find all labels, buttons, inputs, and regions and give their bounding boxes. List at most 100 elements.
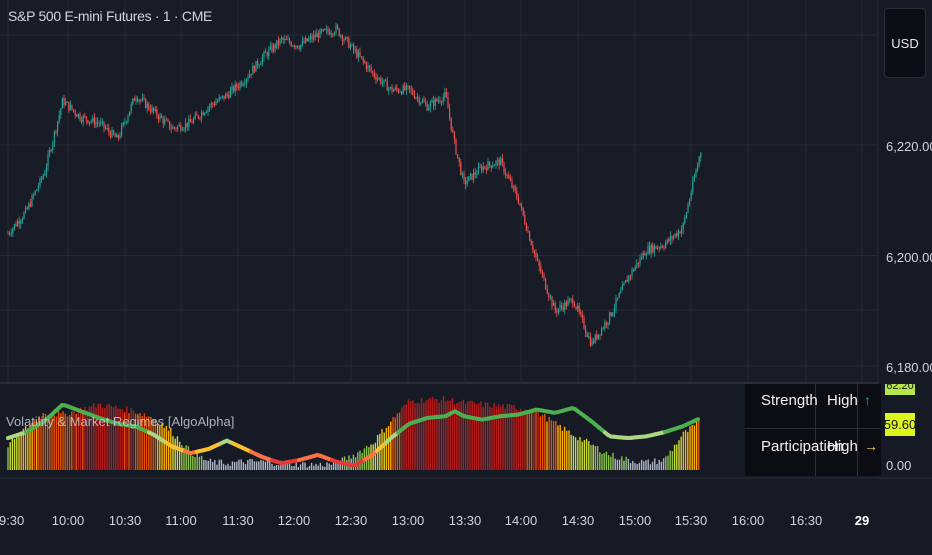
candle-body [599, 334, 600, 335]
candle-body [388, 88, 389, 91]
candle-body [355, 50, 356, 51]
candle-body [591, 341, 592, 346]
volatility-bar [326, 462, 327, 470]
time-tick-label: 16:30 [790, 513, 823, 528]
candle-body [65, 102, 66, 105]
candle-body [470, 174, 471, 176]
candle-body [551, 297, 552, 306]
candle-body [596, 335, 597, 339]
volatility-bar [551, 420, 552, 470]
candle-body [548, 293, 549, 297]
volatility-bar [678, 440, 679, 470]
time-tick-label: 11:00 [165, 513, 197, 528]
volatility-bar [648, 459, 649, 470]
volatility-bar [179, 442, 180, 470]
candle-body [524, 215, 525, 224]
volatility-bar [696, 422, 697, 470]
candle-body [92, 117, 93, 121]
candle-body [523, 208, 524, 215]
candle-body [235, 84, 236, 91]
volatility-bar [168, 430, 169, 470]
candle-body [491, 165, 492, 168]
volatility-bar [632, 461, 633, 470]
candle-body [281, 38, 282, 39]
volatility-bar [414, 403, 415, 470]
candle-body [497, 160, 498, 162]
candle-body [655, 246, 656, 249]
candle-body [190, 119, 191, 122]
volatility-bar [650, 464, 651, 470]
candle-body [263, 52, 264, 57]
candle-body [278, 40, 279, 44]
symbol-title[interactable]: S&P 500 E-mini Futures · 1 · CME [8, 8, 212, 24]
candle-body [363, 58, 364, 61]
indicator-value-badge-top: 62.20 [885, 384, 915, 395]
volatility-bar [599, 452, 600, 470]
volatility-bar [588, 441, 589, 470]
candle-body [43, 176, 44, 179]
regime-name: Strength [761, 392, 818, 409]
candle-body [611, 312, 612, 316]
candle-body [169, 121, 170, 128]
indicator-title[interactable]: Volatility & Market Regimes [AlgoAlpha] [6, 414, 234, 429]
candle-body [681, 230, 682, 234]
candle-body [9, 233, 10, 234]
volatility-bar [309, 466, 310, 470]
candle-body [521, 205, 522, 207]
candle-body [199, 118, 200, 119]
time-tick-label: 10:00 [52, 513, 85, 528]
volatility-bar [469, 401, 470, 470]
volatility-bar [619, 460, 620, 470]
candle-body [567, 300, 568, 306]
price-tick-label: 6,220.00 [886, 139, 932, 154]
volatility-bar [177, 436, 178, 470]
candle-body [646, 254, 647, 255]
volatility-bar [216, 465, 217, 470]
volatility-bar [441, 400, 442, 470]
candle-body [372, 71, 373, 72]
candle-body [452, 130, 453, 133]
candle-body [574, 304, 575, 306]
regime-level: High [827, 392, 858, 409]
candle-body [425, 102, 426, 104]
volatility-bar [568, 430, 569, 470]
candle-body [158, 116, 159, 119]
time-tick-label: 13:30 [449, 513, 482, 528]
volatility-bar [243, 462, 244, 470]
candle-body [439, 100, 440, 102]
time-tick-label: 14:00 [505, 513, 538, 528]
volatility-bar [652, 462, 653, 470]
candle-body [230, 90, 231, 98]
candle-body [303, 41, 304, 43]
candle-body [55, 131, 56, 132]
candle-body [633, 270, 634, 271]
candle-body [76, 115, 77, 117]
candle-body [206, 112, 207, 113]
volatility-bar [542, 415, 543, 470]
candle-body [51, 150, 52, 151]
candle-body [59, 115, 60, 121]
volatility-bar [296, 462, 297, 470]
candle-body [668, 239, 669, 241]
candle-body [609, 312, 610, 322]
volatility-bar [562, 431, 563, 470]
time-tick-label: 12:00 [278, 513, 311, 528]
volatility-bar [474, 402, 475, 470]
candle-body [87, 120, 88, 123]
volatility-bar [535, 412, 536, 470]
candle-body [457, 154, 458, 157]
candle-body [446, 92, 447, 97]
candle-body [462, 173, 463, 174]
volatility-bar [410, 401, 411, 470]
currency-button[interactable]: USD [884, 8, 926, 78]
volatility-bar [540, 416, 541, 470]
volatility-bar [324, 467, 325, 470]
candle-body [443, 97, 444, 102]
candle-body [129, 111, 130, 116]
candle-body [433, 100, 434, 106]
candle-body [510, 178, 511, 180]
candle-body [550, 297, 551, 298]
candle-body [316, 33, 317, 37]
candle-body [369, 66, 370, 68]
